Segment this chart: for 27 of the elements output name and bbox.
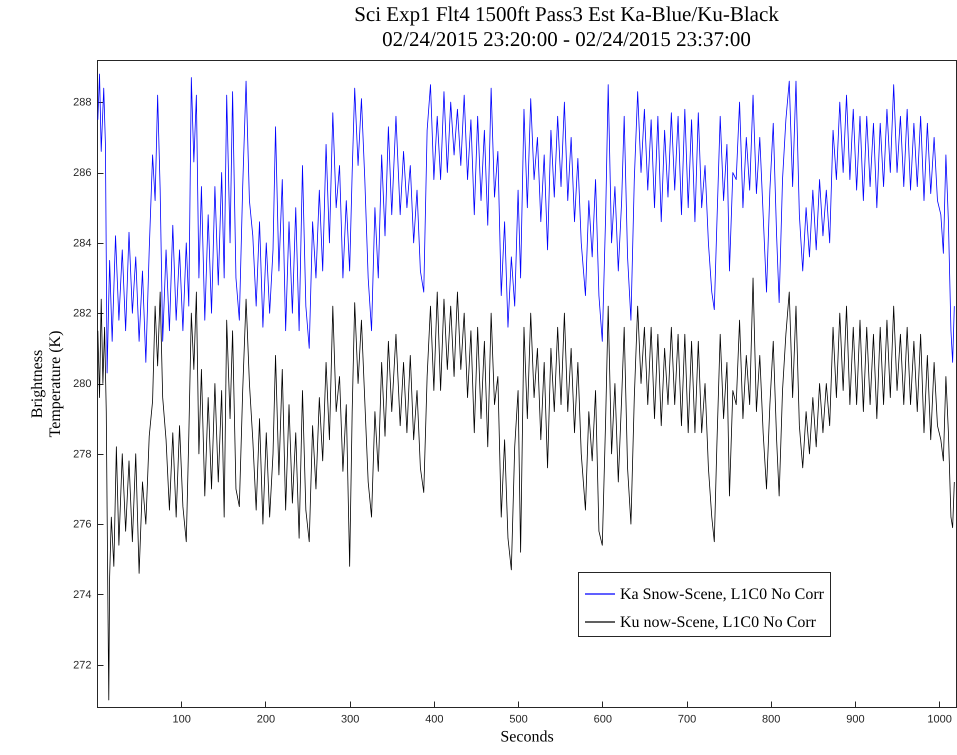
x-tick-label: 500: [509, 714, 528, 726]
x-axis-title: Seconds: [500, 728, 554, 746]
legend-label: Ku now-Scene, L1C0 No Corr: [620, 614, 817, 631]
line-series: [97, 278, 955, 700]
y-tick-label: 276: [73, 518, 92, 531]
x-tick-label: 400: [425, 714, 444, 726]
x-tick-label: 600: [594, 714, 612, 726]
y-tick-label: 282: [73, 308, 92, 320]
x-tick-label: 300: [340, 714, 360, 726]
chart-title: Sci Exp1 Flt4 1500ft Pass3 Est Ka-Blue/Ku-Black: [354, 2, 780, 26]
x-tick-label: 800: [762, 714, 780, 726]
line-series: [97, 74, 955, 374]
y-tick-label: 272: [73, 659, 92, 672]
y-tick-label: 280: [73, 378, 92, 390]
legend-label: Ka Snow-Scene, L1C0 No Corr: [620, 586, 825, 603]
x-tick-label: 100: [172, 714, 191, 726]
chart-subtitle: 02/24/2015 23:20:00 - 02/24/2015 23:37:00: [382, 27, 751, 51]
x-tick-label: 200: [256, 714, 276, 726]
y-tick-label: 288: [73, 96, 92, 109]
y-tick-label: 278: [73, 448, 92, 460]
y-tick-label: 284: [73, 237, 92, 250]
y-tick-label: 274: [73, 588, 92, 601]
y-tick-label: 286: [73, 167, 92, 180]
x-tick-label: 900: [846, 714, 865, 726]
x-tick-label: 1000: [927, 714, 952, 726]
x-tick-label: 700: [678, 714, 696, 726]
y-axis-title: Brightness Temperature (K): [29, 330, 64, 438]
